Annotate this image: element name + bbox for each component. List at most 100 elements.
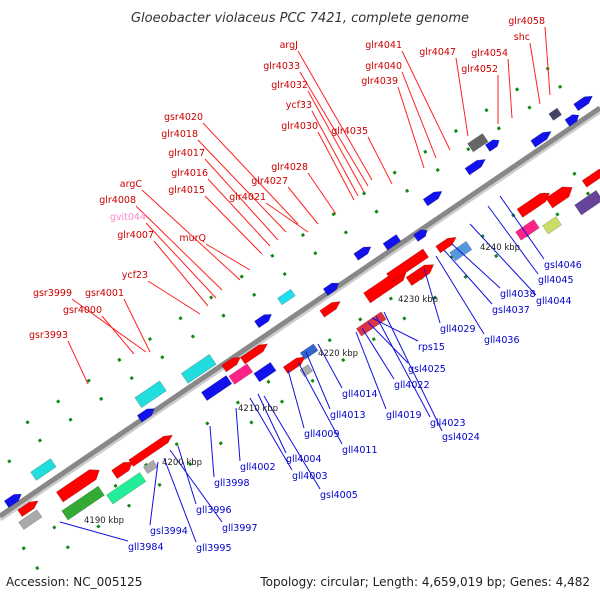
leader-line-gsl4024 (383, 311, 443, 432)
gene-feature (545, 186, 573, 209)
gene-feature (17, 500, 39, 518)
gene-feature (277, 288, 296, 306)
gene-feature (221, 357, 241, 373)
gene-feature (30, 458, 57, 481)
gene-feature (467, 133, 489, 153)
gene-label-glr4041: glr4041 (365, 40, 402, 51)
gene-label-gsl4005: gsl4005 (320, 490, 358, 501)
gene-label-gll4009: gll4009 (304, 429, 340, 440)
kbp-tick-4200-kbp: 4200 kbp (162, 458, 202, 468)
gene-feature (542, 216, 562, 235)
leader-line-ycf33 (311, 110, 359, 197)
gene-label-gsr4000: gsr4000 (63, 305, 102, 316)
gene-label-glr4058: glr4058 (508, 16, 545, 27)
gene-labels: glr4058 shc glr4054 glr4052 glr4047 glr4041 gl… (29, 16, 582, 554)
gene-label-argj: argJ (280, 40, 298, 51)
gene-feature (322, 282, 340, 296)
leader-line-glr4035 (367, 136, 393, 185)
gene-feature (299, 364, 314, 378)
gene-features (3, 95, 600, 530)
gene-label-glr4035: glr4035 (331, 126, 368, 137)
gene-label-gsl4025: gsl4025 (408, 364, 446, 375)
leader-line-glr4007 (153, 240, 209, 307)
gene-label-gsr4020: gsr4020 (164, 112, 203, 123)
leader-line-gll3998 (209, 425, 215, 478)
leader-line-glr4027 (287, 186, 319, 225)
gene-label-gsl4046: gsl4046 (544, 260, 582, 271)
gene-feature (405, 264, 435, 287)
leader-line-glr4017 (204, 158, 279, 241)
leader-line-glr4039 (397, 86, 425, 169)
leader-line-gsl4005 (263, 395, 321, 490)
gene-label-glr4052: glr4052 (461, 64, 498, 75)
leader-line-gll4003 (249, 397, 293, 471)
leader-line-argc (141, 189, 241, 281)
leader-line-gsr3999 (71, 298, 147, 353)
gene-label-rps15: rps15 (418, 342, 445, 353)
leader-line-gll4004 (257, 393, 287, 454)
leader-line-murq (205, 243, 251, 271)
gene-feature (319, 301, 341, 318)
gene-feature (3, 493, 22, 509)
gene-label-gll3996: gll3996 (196, 505, 232, 516)
leader-line-glr4040 (401, 71, 437, 159)
accession-text: Accession: NC_005125 (6, 575, 142, 589)
genome-summary-text: Topology: circular; Length: 4,659,019 bp… (259, 575, 590, 589)
gene-label-glr4017: glr4017 (168, 148, 205, 159)
gene-feature (386, 248, 430, 283)
leader-line-gll4013 (305, 351, 331, 410)
leader-line-gsr4000 (101, 315, 135, 355)
leader-line-gll4011 (297, 361, 343, 445)
gene-label-gll4045: gll4045 (538, 275, 574, 286)
leader-line-glr4028 (307, 172, 337, 215)
gene-label-gll4038: gll4038 (500, 289, 536, 300)
gene-feature (573, 95, 593, 112)
kbp-tick-4190-kbp: 4190 kbp (84, 516, 124, 526)
gene-label-gll4003: gll4003 (292, 471, 328, 482)
gene-feature (382, 234, 402, 251)
leader-line-gsr3993 (67, 340, 89, 385)
map-title: Gloeobacter violaceus PCC 7421, complete… (131, 11, 469, 26)
gene-feature (564, 114, 580, 127)
gene-label-argc: argC (120, 179, 143, 190)
gene-feature (464, 158, 486, 176)
kbp-ticks: 4190 kbp 4200 kbp 4210 kbp 4220 kbp 4230 kbp… (84, 243, 520, 526)
leader-lines (59, 26, 551, 543)
leader-line-gsl4025 (367, 321, 409, 364)
leader-line-glr4032 (307, 90, 365, 193)
leader-line-gll3997 (169, 449, 223, 523)
leader-line-gsr4001 (123, 298, 151, 353)
backbone-line (0, 105, 600, 519)
gene-feature (282, 356, 306, 375)
leader-line-glr4033 (299, 71, 369, 187)
leader-line-gsl4046 (499, 195, 545, 260)
leader-line-gll4045 (487, 205, 539, 275)
leader-line-glr4018 (197, 139, 287, 233)
gene-label-gll4011: gll4011 (342, 445, 378, 456)
leader-line-glr4008 (135, 205, 223, 291)
gene-label-glr4030: glr4030 (281, 121, 318, 132)
gene-feature (134, 380, 167, 409)
gene-label-gll4014: gll4014 (342, 389, 378, 400)
kbp-tick-4240-kbp: 4240 kbp (480, 243, 520, 253)
gene-label-gll4002: gll4002 (240, 462, 276, 473)
gene-label-shc: shc (514, 32, 530, 43)
gene-feature (55, 469, 100, 503)
gene-feature (422, 191, 443, 207)
gene-label-glr4054: glr4054 (471, 48, 508, 59)
gene-feature (180, 353, 217, 384)
gene-label-murq: murQ (179, 233, 206, 244)
gene-label-gll4023: gll4023 (430, 418, 466, 429)
gene-label-gll3997: gll3997 (222, 523, 258, 534)
leader-line-gsl3994 (149, 461, 159, 526)
leader-line-gll3984 (59, 521, 129, 542)
leader-line-gll3995 (163, 457, 197, 543)
gene-label-glr4007: glr4007 (117, 230, 154, 241)
leader-line-gll4014 (317, 343, 343, 389)
leader-line-gvit044 (145, 222, 217, 299)
gene-label-gsl4037: gsl4037 (492, 305, 530, 316)
gene-label-gll4044: gll4044 (536, 296, 572, 307)
gene-feature (484, 139, 500, 152)
